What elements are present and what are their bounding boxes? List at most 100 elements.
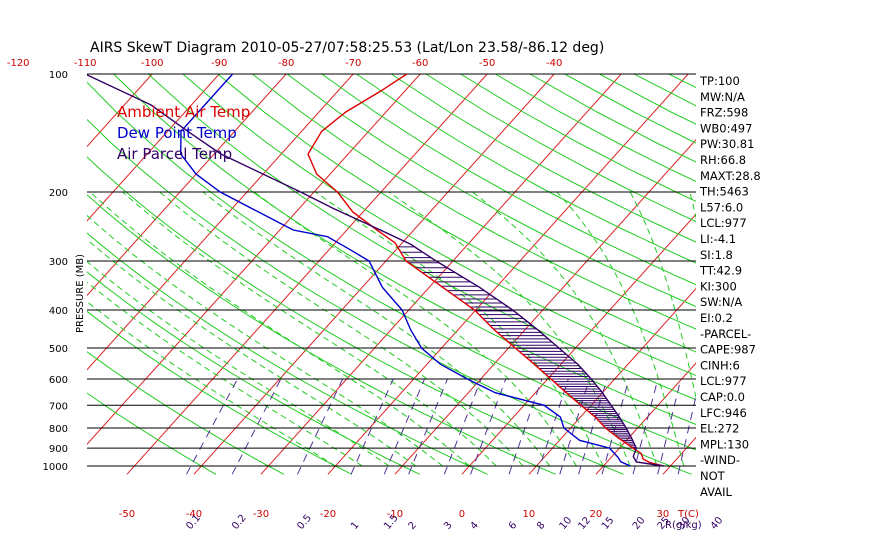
temp-tick-label: -10 [387,509,403,520]
mixing-ratio-line [297,378,344,475]
pressure-tick-label: 300 [49,257,68,268]
stability-index-item: PW:30.81 [700,137,754,151]
mixing-ratio-line [408,378,448,475]
stability-index-item: SI:1.8 [700,248,733,262]
top-temp-tick-label: -120 [7,58,30,69]
pressure-tick-label: 1000 [43,462,68,473]
y-axis-title: PRESSURE (MB) [75,254,86,333]
temp-tick-label: -30 [253,509,269,520]
dry-adiabat-line [356,74,696,264]
dry-adiabat-line [321,74,696,286]
stability-index-item: -WIND- [700,453,740,467]
top-temp-tick-label: -90 [211,58,227,69]
legend-entry: Air Parcel Temp [117,145,232,163]
mixing-ratio-line [677,393,696,475]
stability-index-item: EI:0.2 [700,311,733,325]
dry-adiabat-line [182,74,696,377]
profile-line-dew-point-temp [179,74,631,467]
mixing-ratio-line [383,378,425,475]
mixing-ratio-line [443,378,482,475]
pressure-tick-label: 900 [49,444,68,455]
isotherm-line [87,74,287,297]
temp-tick-label: 20 [590,509,603,520]
moist-adiabat-line [202,191,551,467]
mixing-ratio-tick-label: 8 [535,520,548,532]
stability-index-item: MAXT:28.8 [700,169,761,183]
mixing-ratio-tick-label: 6 [507,520,520,532]
top-temp-tick-label: -110 [74,58,97,69]
mixing-ratio-tick-label: 4 [468,520,481,532]
dry-adiabat-line [87,194,556,475]
legend-entry: Ambient Air Temp [117,103,250,121]
stability-index-item: EL:272 [700,422,740,436]
isotherm-line [87,74,354,371]
temp-tick-label: 0 [459,509,465,520]
stability-index-item: TT:42.9 [699,264,742,278]
stability-index-item: CAPE:987 [700,343,756,357]
profile-line-air-parcel-temp [87,74,664,467]
stability-index-item: L57:6.0 [700,200,743,214]
temp-tick-label: 30 [657,509,670,520]
mixing-ratio-line [231,378,282,475]
stability-index-item: MW:N/A [700,90,745,104]
stability-index-item: NOT [700,469,726,483]
mixing-ratio-line [632,378,659,475]
isotherm-line [260,74,622,475]
mixing-ratio-line [578,378,608,475]
temp-tick-label: 10 [523,509,536,520]
mixing-ratio-line [508,378,543,475]
top-temp-tick-label: -70 [345,58,361,69]
mixing-ratio-tick-label: 3 [442,520,455,532]
mixing-ratio-line [536,378,569,475]
stability-index-item: RH:66.8 [700,153,746,167]
mixing-ratio-line [470,378,507,475]
mixing-ratio-line [186,378,238,475]
stability-index-item: MPL:130 [700,437,749,451]
mixing-ratio-tick-label: 1 [349,520,362,532]
temp-unit-label: T(C) [677,509,699,520]
profile-line-ambient-air-temp [307,74,664,467]
dry-adiabat-line [390,74,696,243]
legend-entry: Dew Point Temp [117,124,237,142]
mixing-ratio-line [601,378,630,475]
pressure-tick-label: 800 [49,424,68,435]
isotherm-line [126,74,488,475]
chart-legend: Ambient Air Temp Dew Point Temp Air Parcel… [117,103,250,163]
stability-index-item: CAP:0.0 [700,390,745,404]
stability-index-item: WB0:497 [700,121,752,135]
mixing-ratio-unit-label: R(g/kg) [665,520,702,531]
stability-index-item: LFC:946 [700,406,747,420]
moist-adiabat-line [629,191,696,400]
moist-adiabat-line [87,238,417,467]
stability-index-item: LI:-4.1 [700,232,736,246]
isotherm-line [327,74,689,475]
mixing-ratio-line [559,378,590,475]
pressure-tick-label: 400 [49,306,68,317]
stability-index-item: FRZ:598 [700,106,748,120]
top-temp-tick-label: -100 [141,58,164,69]
stability-index-item: AVAIL [700,485,733,499]
top-temp-tick-label: -40 [546,58,562,69]
dry-adiabat-line [252,74,696,330]
isotherm-line [461,213,696,475]
pressure-tick-label: 600 [49,375,68,386]
dry-adiabat-line [87,310,352,475]
isotherm-line [193,74,555,475]
pressure-tick-label: 200 [49,188,68,199]
pressure-tick-label: 700 [49,401,68,412]
stability-index-item: -PARCEL- [700,327,751,341]
stability-index-item: CINH:6 [700,358,740,372]
stability-index-item: LCL:977 [700,374,747,388]
dry-adiabat-line [87,351,285,475]
pressure-tick-label: 500 [49,344,68,355]
temp-tick-label: -20 [320,509,336,520]
dry-adiabat-line [87,81,696,451]
stability-index-item: TP:100 [699,74,740,88]
moist-adiabat-line [122,191,497,467]
stability-index-item: LCL:977 [700,216,747,230]
dry-adiabat-line [87,392,217,475]
top-temp-tick-label: -60 [412,58,428,69]
temp-tick-label: -40 [186,509,202,520]
